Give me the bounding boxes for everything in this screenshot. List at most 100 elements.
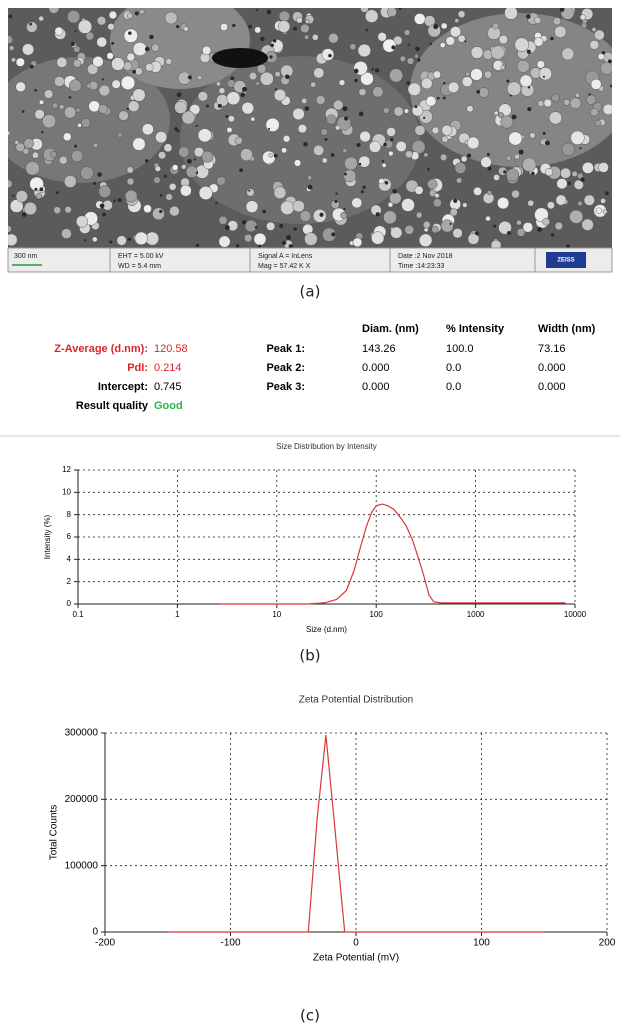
texture <box>107 53 114 60</box>
texture <box>334 200 337 203</box>
texture <box>352 198 362 208</box>
texture <box>462 203 467 208</box>
texture <box>228 116 234 122</box>
texture <box>305 19 309 23</box>
texture <box>443 82 446 85</box>
texture <box>408 83 421 96</box>
texture <box>475 231 479 235</box>
texture <box>39 187 43 191</box>
texture <box>36 193 42 199</box>
texture <box>424 153 428 157</box>
texture <box>128 31 132 35</box>
texture <box>32 152 38 158</box>
texture <box>515 154 520 159</box>
texture <box>414 54 418 58</box>
texture <box>426 96 436 106</box>
texture <box>152 44 160 52</box>
texture <box>99 104 108 113</box>
texture <box>361 190 364 193</box>
texture <box>581 23 587 29</box>
summary-label: Z-Average (d.nm): <box>54 343 148 355</box>
texture <box>423 117 425 119</box>
texture <box>455 162 466 173</box>
texture <box>443 97 446 100</box>
texture <box>527 107 531 111</box>
texture <box>433 71 441 79</box>
texture <box>99 85 110 96</box>
texture <box>479 87 489 97</box>
sem-info: Date :2 Nov 2018 <box>398 253 453 260</box>
texture <box>358 44 371 57</box>
texture <box>383 108 389 114</box>
texture <box>404 30 410 36</box>
chart-title: Zeta Potential Distribution <box>299 695 414 706</box>
texture <box>484 71 491 78</box>
texture <box>4 180 12 188</box>
texture <box>387 7 397 17</box>
texture <box>342 106 347 111</box>
texture <box>41 131 43 133</box>
texture <box>140 9 145 14</box>
texture <box>6 131 10 135</box>
texture <box>67 10 80 23</box>
texture <box>603 104 614 115</box>
texture <box>285 74 290 79</box>
caption: (b) <box>299 647 320 665</box>
texture <box>446 36 455 45</box>
texture <box>93 182 96 185</box>
texture <box>600 198 605 203</box>
texture <box>179 147 190 158</box>
texture <box>283 135 290 142</box>
texture <box>327 115 337 125</box>
texture <box>509 132 522 145</box>
texture <box>510 95 512 97</box>
y-tick-label: 100000 <box>65 860 99 871</box>
texture <box>476 90 480 94</box>
summary-label: Result quality <box>76 400 149 412</box>
texture <box>242 87 247 92</box>
texture <box>316 96 325 105</box>
texture <box>313 209 326 222</box>
texture <box>594 30 604 40</box>
sem-info: Time :14:23:33 <box>398 263 445 270</box>
texture <box>415 125 425 135</box>
texture <box>608 59 612 63</box>
summary-label: PdI: <box>127 362 148 374</box>
texture <box>467 105 473 111</box>
summary-value: Good <box>154 400 183 412</box>
texture <box>569 210 583 224</box>
texture <box>313 145 323 155</box>
texture <box>359 112 364 117</box>
texture <box>108 23 115 30</box>
texture <box>506 156 511 161</box>
texture <box>280 201 294 215</box>
texture <box>121 76 135 90</box>
texture <box>100 203 105 208</box>
texture <box>575 93 579 97</box>
texture <box>81 118 90 127</box>
y-axis-label: Total Counts <box>49 805 60 861</box>
texture <box>293 27 297 31</box>
texture <box>517 60 529 72</box>
texture <box>412 105 423 116</box>
y-tick-label: 2 <box>67 577 72 586</box>
x-tick-label: 0 <box>353 938 359 949</box>
caption: (a) <box>300 283 321 301</box>
texture <box>356 143 360 147</box>
texture <box>487 153 490 156</box>
texture <box>256 81 260 85</box>
texture <box>109 11 117 19</box>
texture <box>127 167 133 173</box>
texture <box>544 99 552 107</box>
texture <box>54 207 61 214</box>
y-tick-label: 200000 <box>65 794 99 805</box>
texture <box>255 27 261 33</box>
texture <box>152 208 164 220</box>
texture <box>515 38 529 52</box>
texture <box>172 164 178 170</box>
texture <box>235 137 242 144</box>
cell: 0.000 <box>538 362 566 374</box>
chart-title: Size Distribution by Intensity <box>276 442 377 451</box>
texture <box>8 15 12 19</box>
texture <box>391 227 403 239</box>
